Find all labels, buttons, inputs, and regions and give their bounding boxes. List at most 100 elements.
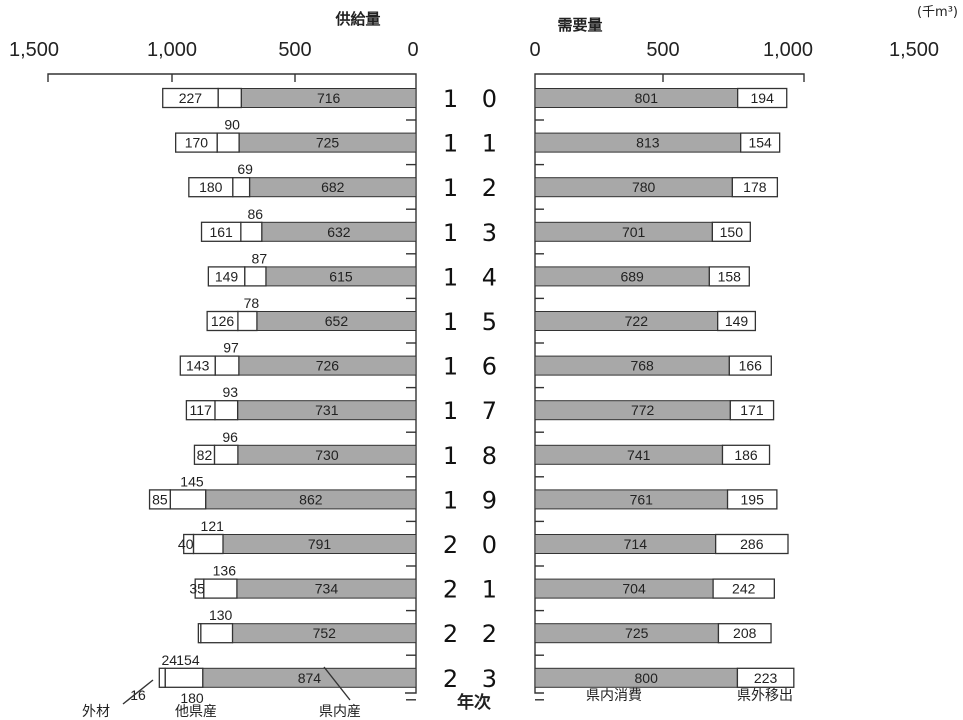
demand-title: 需要量 bbox=[557, 16, 602, 34]
value-kengai-ishutsu-17: 171 bbox=[740, 402, 764, 418]
legend-takensan: 他県産 bbox=[175, 704, 217, 720]
value-gaizai-14: 149 bbox=[215, 268, 239, 284]
value-kengai-ishutsu-11: 154 bbox=[748, 135, 772, 151]
bar-kengai-ishutsu-12 bbox=[731, 177, 779, 198]
value-kennai-shohi-15: 722 bbox=[625, 313, 649, 329]
category-label-15: 1 5 bbox=[443, 308, 505, 336]
value-kennai-shohi-12: 780 bbox=[632, 179, 656, 195]
value-kengai-ishutsu-19: 195 bbox=[741, 491, 765, 507]
bar-gaizai-21 bbox=[194, 578, 205, 599]
value-gaizai-16: 143 bbox=[186, 358, 210, 374]
category-label-19: 1 9 bbox=[443, 486, 505, 514]
extra-label-16: 16 bbox=[130, 687, 146, 703]
bar-gaizai-14 bbox=[207, 266, 246, 287]
bar-kengai-ishutsu-21 bbox=[712, 578, 775, 599]
bar-gaizai-22 bbox=[197, 623, 202, 644]
supply-tick-500: 500 bbox=[278, 39, 311, 61]
value-kennai-shohi-18: 741 bbox=[627, 447, 651, 463]
unit-label: (千m³) bbox=[917, 5, 958, 20]
value-kennaisan-20: 791 bbox=[308, 536, 332, 552]
value-kennaisan-19: 862 bbox=[299, 491, 323, 507]
demand-tick-0: 0 bbox=[529, 39, 540, 61]
value-gaizai-23: 24 bbox=[162, 652, 178, 668]
legend-kengai-ishutsu: 県外移出 bbox=[737, 688, 793, 704]
supply-tick-1500: 1,500 bbox=[9, 39, 59, 61]
demand-axis bbox=[534, 73, 805, 694]
value-kengai-ishutsu-20: 286 bbox=[740, 536, 764, 552]
bar-kengai-ishutsu-17 bbox=[729, 400, 775, 421]
bar-gaizai-17 bbox=[185, 400, 216, 421]
bar-gaizai-15 bbox=[206, 310, 239, 332]
leader-line bbox=[122, 679, 154, 705]
bar-gaizai-13 bbox=[200, 221, 242, 242]
value-takensan-20: 121 bbox=[201, 518, 225, 534]
value-kengai-ishutsu-14: 158 bbox=[718, 268, 742, 284]
bar-takensan-23 bbox=[164, 667, 204, 688]
chart-marks: 1 0 716 227 801 194 1 1 725 90 170 813 154 1 2 682 69… bbox=[148, 85, 795, 701]
value-takensan-23: 154 bbox=[176, 652, 200, 668]
legend-kennaisan: 県内産 bbox=[319, 704, 361, 720]
bar-kengai-ishutsu-13 bbox=[711, 221, 751, 242]
value-kengai-ishutsu-16: 166 bbox=[739, 358, 763, 374]
category-axis-label: 年次 bbox=[457, 692, 491, 713]
value-kengai-ishutsu-22: 208 bbox=[733, 625, 757, 641]
demand-tick-1500: 1,500 bbox=[889, 39, 939, 61]
bar-takensan-21 bbox=[203, 578, 238, 599]
value-gaizai-20: 40 bbox=[178, 536, 194, 552]
value-gaizai-21: 35 bbox=[189, 581, 205, 597]
value-kennai-shohi-10: 801 bbox=[635, 90, 659, 106]
bar-takensan-11 bbox=[216, 132, 240, 153]
bar-kengai-ishutsu-20 bbox=[714, 533, 789, 555]
value-gaizai-12: 180 bbox=[199, 179, 223, 195]
value-takensan-14: 87 bbox=[252, 250, 268, 266]
value-kengai-ishutsu-23: 223 bbox=[754, 670, 778, 686]
legend-kennai-shohi: 県内消費 bbox=[586, 688, 642, 704]
value-kennai-shohi-19: 761 bbox=[630, 491, 654, 507]
value-kennai-shohi-14: 689 bbox=[620, 268, 644, 284]
bar-gaizai-18 bbox=[193, 444, 216, 465]
category-label-13: 1 3 bbox=[443, 219, 505, 247]
category-label-10: 1 0 bbox=[443, 85, 505, 113]
supply-tick-1000: 1,000 bbox=[147, 39, 197, 61]
category-label-17: 1 7 bbox=[443, 397, 505, 425]
value-takensan-17: 93 bbox=[223, 384, 239, 400]
category-label-21: 2 1 bbox=[443, 576, 505, 604]
value-kennaisan-10: 716 bbox=[317, 90, 341, 106]
value-kengai-ishutsu-18: 186 bbox=[734, 447, 758, 463]
category-label-11: 1 1 bbox=[443, 130, 505, 158]
value-takensan-21: 136 bbox=[213, 563, 237, 579]
bar-takensan-20 bbox=[192, 533, 224, 555]
value-kennai-shohi-20: 714 bbox=[624, 536, 648, 552]
supply-title: 供給量 bbox=[334, 10, 380, 28]
bar-kengai-ishutsu-22 bbox=[717, 623, 772, 644]
bar-gaizai-19 bbox=[148, 489, 171, 510]
value-kennai-shohi-17: 772 bbox=[631, 402, 655, 418]
bar-kengai-ishutsu-14 bbox=[708, 266, 750, 287]
value-gaizai-15: 126 bbox=[211, 313, 235, 329]
bar-gaizai-11 bbox=[175, 132, 218, 153]
value-kennaisan-13: 632 bbox=[327, 224, 351, 240]
value-kennaisan-14: 615 bbox=[329, 268, 353, 284]
bar-takensan-10 bbox=[217, 87, 242, 109]
value-kennai-shohi-16: 768 bbox=[630, 358, 654, 374]
bar-takensan-19 bbox=[169, 489, 207, 510]
category-label-20: 2 0 bbox=[443, 531, 505, 559]
value-kennaisan-22: 752 bbox=[313, 625, 337, 641]
value-kennai-shohi-13: 701 bbox=[622, 224, 646, 240]
value-takensan-15: 78 bbox=[244, 295, 260, 311]
value-kengai-ishutsu-12: 178 bbox=[743, 179, 767, 195]
value-kennai-shohi-21: 704 bbox=[622, 581, 646, 597]
value-kennaisan-16: 726 bbox=[316, 358, 340, 374]
bar-gaizai-12 bbox=[188, 177, 234, 198]
supply-axis bbox=[47, 73, 417, 694]
category-label-23: 2 3 bbox=[443, 665, 505, 693]
leader-line bbox=[323, 666, 351, 701]
bar-kengai-ishutsu-19 bbox=[726, 489, 778, 510]
value-gaizai-11: 170 bbox=[185, 135, 209, 151]
bar-takensan-22 bbox=[200, 623, 234, 644]
bar-takensan-14 bbox=[244, 266, 267, 287]
value-kengai-ishutsu-10: 194 bbox=[751, 90, 775, 106]
supply-tick-0: 0 bbox=[407, 39, 418, 61]
value-kengai-ishutsu-13: 150 bbox=[720, 224, 744, 240]
